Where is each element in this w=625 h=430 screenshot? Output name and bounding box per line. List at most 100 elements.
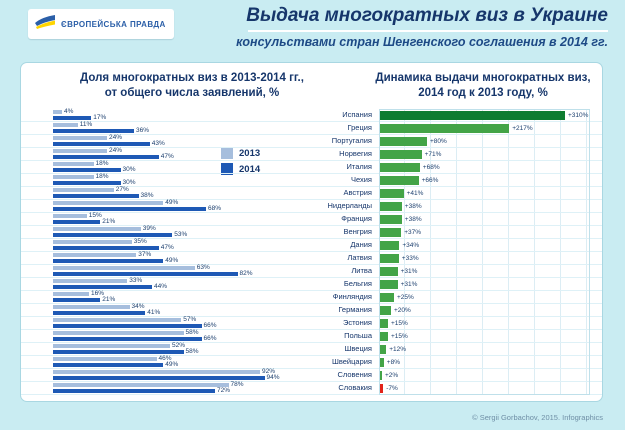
share-value-label: 66% [203, 322, 217, 329]
share-bar-2014 [53, 193, 139, 199]
share-bars: 18% 30% [21, 160, 317, 173]
chart-rows: 4% 17% Испания +310% 11% 36% Греция +217% 24% 43%… [21, 108, 602, 395]
share-bar-2013 [53, 135, 107, 141]
dynamics-cell: +2% [379, 369, 590, 381]
country-row: 58% 66% Польша +15% [21, 329, 602, 343]
share-value-label: 52% [172, 342, 186, 349]
share-bars: 39% 53% [21, 225, 317, 238]
share-bar-2013 [53, 239, 132, 245]
share-bar-2013 [53, 330, 184, 336]
share-bar-2014 [53, 245, 159, 251]
dynamics-value-label: +20% [394, 306, 411, 314]
dynamics-bar [379, 318, 388, 328]
share-value-label: 24% [109, 134, 123, 141]
ukraine-flag-swoosh-icon [34, 14, 56, 34]
dynamics-bar [379, 110, 565, 120]
dynamics-cell: +20% [379, 304, 590, 316]
share-bar-2013 [53, 356, 157, 362]
share-bar-2014 [53, 310, 146, 316]
dynamics-cell: +15% [379, 317, 590, 329]
share-bar-2013 [53, 369, 260, 375]
share-bars: 92% 94% [21, 368, 317, 381]
dynamics-cell: +217% [379, 122, 590, 134]
share-value-label: 58% [185, 329, 199, 336]
legend-item-2013: 2013 [221, 147, 260, 159]
share-bar-2014 [53, 258, 164, 264]
country-label: Литва [351, 266, 372, 275]
country-row: 46% 49% Швейцария +8% [21, 355, 602, 369]
country-row: 27% 38% Австрия +41% [21, 186, 602, 200]
country-label: Испания [342, 110, 372, 119]
share-value-label: 17% [93, 114, 107, 121]
share-bar-2013 [53, 343, 170, 349]
share-value-label: 44% [154, 283, 168, 290]
dynamics-bar [379, 136, 427, 146]
country-label: Дания [350, 240, 372, 249]
dynamics-bar [379, 266, 398, 276]
country-label: Чехия [350, 175, 372, 184]
country-label: Латвия [347, 253, 372, 262]
share-bar-2014 [53, 141, 150, 147]
share-value-label: 66% [203, 335, 217, 342]
country-row: 15% 21% Франция +38% [21, 212, 602, 226]
share-bar-2013 [53, 161, 94, 167]
share-value-label: 58% [185, 348, 199, 355]
dynamics-cell: +41% [379, 187, 590, 199]
share-bar-2014 [53, 362, 164, 368]
share-value-label: 24% [109, 147, 123, 154]
credit-text: © Sergii Gorbachov, 2015. Infographics [472, 413, 603, 422]
legend-swatch-2014 [221, 163, 233, 175]
country-label: Финляндия [332, 292, 372, 301]
legend-swatch-2013 [221, 147, 233, 159]
share-bars: 57% 66% [21, 316, 317, 329]
share-value-label: 33% [129, 277, 143, 284]
dynamics-cell: +37% [379, 226, 590, 238]
share-bars: 16% 21% [21, 290, 317, 303]
dynamics-bar [379, 149, 422, 159]
share-bar-2013 [53, 317, 182, 323]
country-row: 34% 41% Германия +20% [21, 303, 602, 317]
country-row: 37% 49% Латвия +33% [21, 251, 602, 265]
country-label: Португалия [331, 136, 372, 145]
dynamics-cell: +25% [379, 291, 590, 303]
dynamics-bar [379, 370, 382, 380]
share-bar-2013 [53, 187, 114, 193]
dynamics-bar [379, 253, 399, 263]
charts-panel: Доля многократных виз в 2013-2014 гг., о… [20, 62, 603, 402]
country-row: 92% 94% Словения +2% [21, 368, 602, 382]
share-bar-2013 [53, 252, 137, 258]
dynamics-value-label: +38% [404, 202, 422, 210]
dynamics-value-label: +217% [512, 124, 533, 132]
share-bar-2014 [53, 128, 134, 134]
dynamics-bar [379, 175, 419, 185]
share-bars: 33% 44% [21, 277, 317, 290]
dynamics-cell: +38% [379, 213, 590, 225]
right-chart-title: Динамика выдачи многократных виз, 2014 г… [375, 72, 591, 99]
share-value-label: 57% [183, 316, 197, 323]
country-label: Греция [347, 123, 372, 132]
share-value-label: 18% [95, 173, 109, 180]
share-bars: 37% 49% [21, 251, 317, 264]
share-value-label: 30% [122, 179, 136, 186]
country-row: 4% 17% Испания +310% [21, 108, 602, 122]
country-label: Германия [338, 305, 372, 314]
dynamics-cell: +15% [379, 330, 590, 342]
share-bar-2013 [53, 382, 229, 388]
share-bar-2014 [53, 271, 238, 277]
share-bars: 11% 36% [21, 121, 317, 134]
share-bar-2014 [53, 297, 101, 303]
share-bars: 27% 38% [21, 186, 317, 199]
country-label: Эстония [342, 318, 372, 327]
dynamics-value-label: +2% [385, 371, 399, 379]
share-bars: 4% 17% [21, 108, 317, 121]
country-label: Бельгия [343, 279, 372, 288]
dynamics-value-label: +310% [568, 111, 589, 119]
share-value-label: 4% [64, 108, 74, 115]
share-value-label: 47% [160, 244, 174, 251]
share-value-label: 94% [266, 374, 280, 381]
dynamics-cell: -7% [379, 382, 590, 394]
share-value-label: 39% [142, 225, 156, 232]
dynamics-value-label: +15% [391, 319, 408, 327]
share-value-label: 53% [174, 231, 188, 238]
